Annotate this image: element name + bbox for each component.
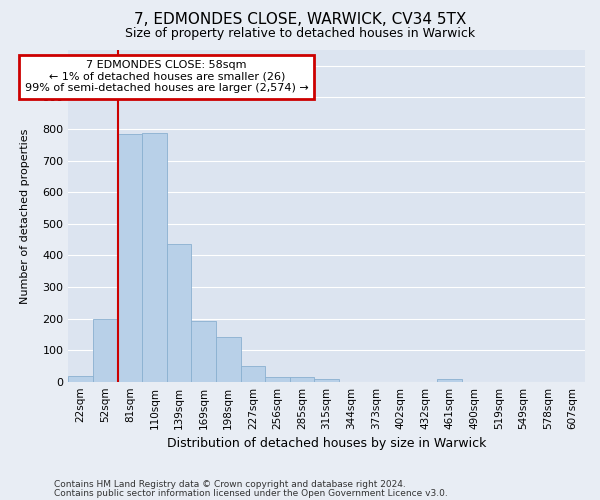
- Text: Contains public sector information licensed under the Open Government Licence v3: Contains public sector information licen…: [54, 488, 448, 498]
- Bar: [437, 379, 462, 382]
- Bar: [216, 337, 241, 382]
- Bar: [93, 320, 118, 382]
- Bar: [68, 376, 93, 382]
- Y-axis label: Number of detached properties: Number of detached properties: [20, 128, 30, 304]
- Bar: [142, 133, 167, 382]
- X-axis label: Distribution of detached houses by size in Warwick: Distribution of detached houses by size …: [167, 437, 487, 450]
- Bar: [118, 134, 142, 382]
- Text: Size of property relative to detached houses in Warwick: Size of property relative to detached ho…: [125, 28, 475, 40]
- Bar: [167, 244, 191, 382]
- Bar: [314, 378, 339, 382]
- Text: 7 EDMONDES CLOSE: 58sqm
← 1% of detached houses are smaller (26)
99% of semi-det: 7 EDMONDES CLOSE: 58sqm ← 1% of detached…: [25, 60, 308, 94]
- Bar: [290, 377, 314, 382]
- Text: Contains HM Land Registry data © Crown copyright and database right 2024.: Contains HM Land Registry data © Crown c…: [54, 480, 406, 489]
- Text: 7, EDMONDES CLOSE, WARWICK, CV34 5TX: 7, EDMONDES CLOSE, WARWICK, CV34 5TX: [134, 12, 466, 28]
- Bar: [241, 366, 265, 382]
- Bar: [191, 321, 216, 382]
- Bar: [265, 377, 290, 382]
